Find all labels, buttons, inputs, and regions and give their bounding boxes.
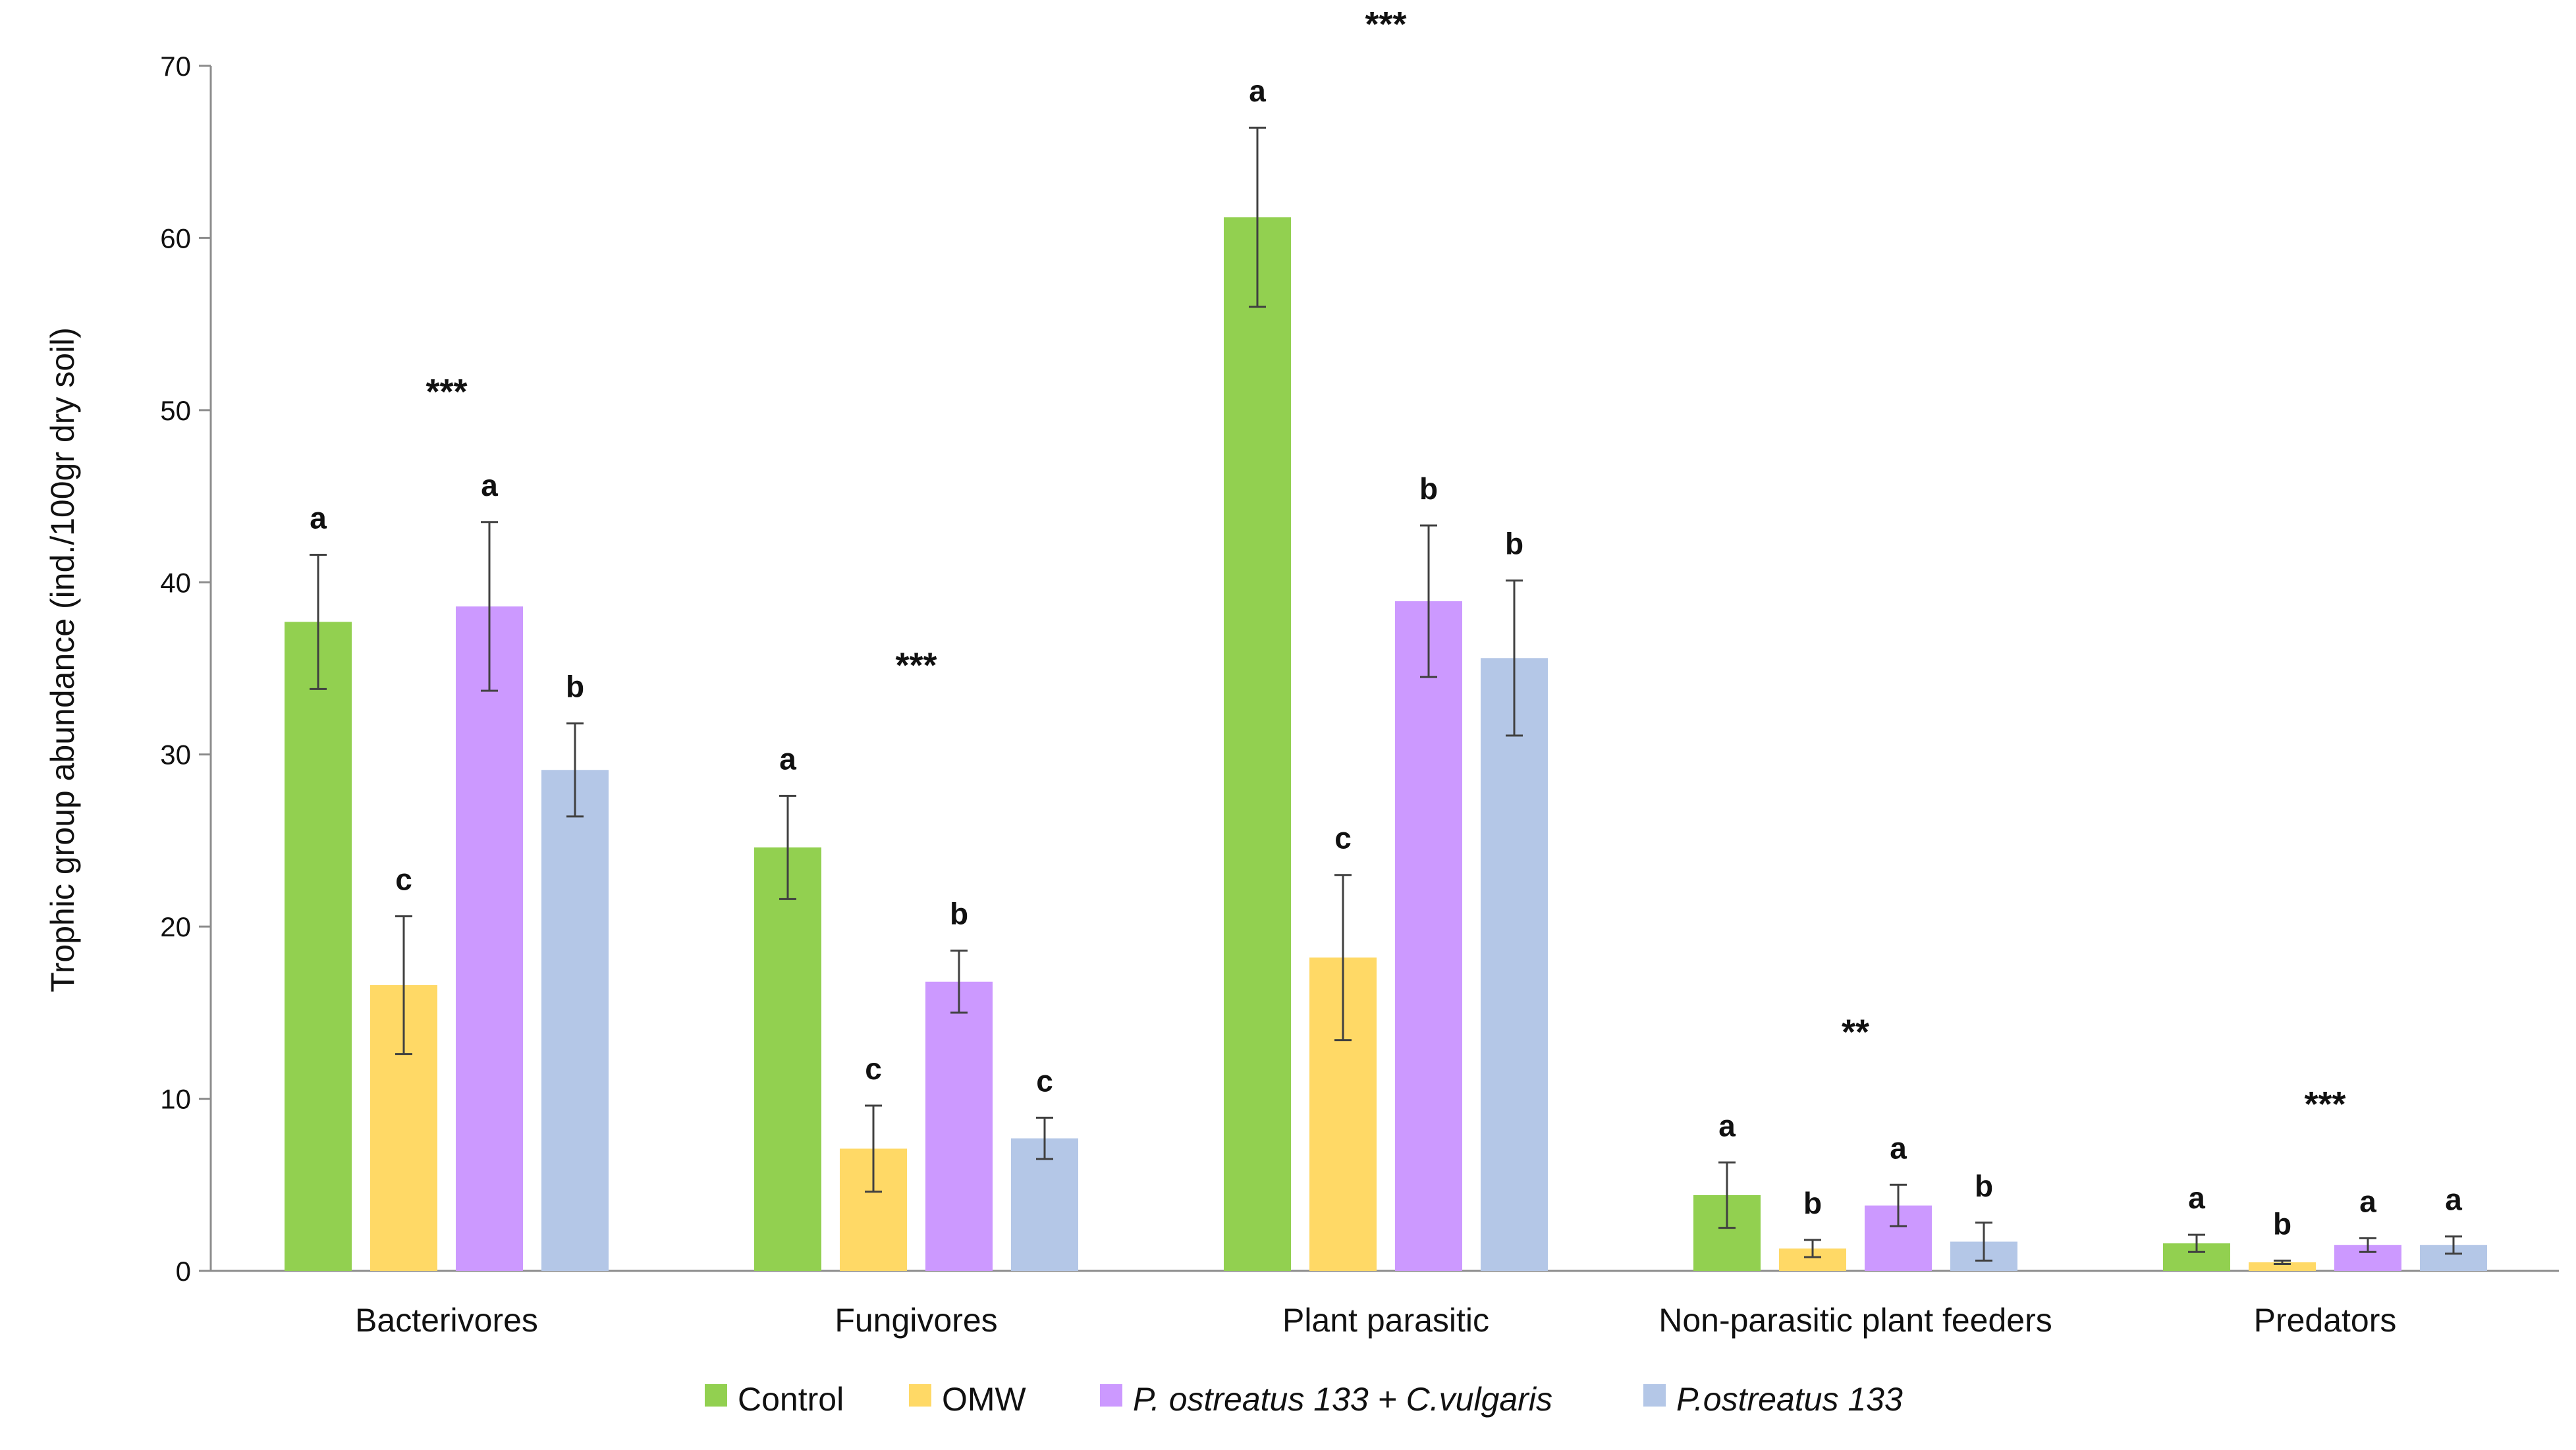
category-label-plant-parasitic: Plant parasitic: [1282, 1302, 1489, 1339]
letter-p-ostreatus-133-c-vulgaris-bacterivores: a: [481, 468, 498, 502]
error-bar-p-ostreatus-133-c-vulgaris-plant-parasitic: [1420, 524, 1437, 678]
letter-p-ostreatus-133-c-vulgaris-predators: a: [2359, 1184, 2376, 1218]
legend-swatch-p-ostreatus-133-c-vulgaris: [1100, 1384, 1122, 1407]
letter-p-ostreatus-133-c-vulgaris-fungivores: b: [950, 897, 968, 931]
letter-p-ostreatus-133-c-vulgaris-plant-parasitic: b: [1419, 471, 1438, 506]
error-bar-control-bacterivores: [310, 553, 327, 690]
category-label-bacterivores: Bacterivores: [355, 1302, 538, 1339]
y-tick-label: 40: [160, 567, 191, 598]
error-bar-p-ostreatus-133-bacterivores: [566, 722, 584, 818]
letter-p-ostreatus-133-c-vulgaris-non-parasitic-plant-feeders: a: [1890, 1131, 1907, 1165]
legend-swatch-p-ostreatus-133: [1643, 1384, 1666, 1407]
error-bar-control-plant-parasitic: [1249, 126, 1266, 308]
error-bar-omw-non-parasitic-plant-feeders: [1804, 1239, 1821, 1258]
letter-p-ostreatus-133-bacterivores: b: [566, 670, 584, 704]
letter-omw-non-parasitic-plant-feeders: b: [1803, 1186, 1822, 1220]
y-tick-label: 50: [160, 395, 191, 426]
category-label-predators: Predators: [2254, 1302, 2397, 1339]
letter-control-plant-parasitic: a: [1249, 74, 1266, 108]
error-bar-control-non-parasitic-plant-feeders: [1718, 1161, 1736, 1229]
letter-control-predators: a: [2188, 1181, 2205, 1215]
legend-label-control: Control: [738, 1381, 844, 1418]
error-bar-control-fungivores: [779, 794, 796, 900]
legend-item-omw: OMW: [909, 1381, 1027, 1418]
bar-control-plant-parasitic: [1224, 217, 1291, 1271]
legend-swatch-omw: [909, 1384, 931, 1407]
significance-plant-parasitic: ***: [1365, 5, 1406, 44]
y-tick-label: 0: [176, 1256, 191, 1287]
y-axis-title: Trophic group abundance (ind./100gr dry …: [44, 327, 81, 992]
letter-omw-bacterivores: c: [395, 862, 412, 896]
legend-item-p-ostreatus-133: P.ostreatus 133: [1643, 1381, 1903, 1418]
category-label-fungivores: Fungivores: [835, 1302, 997, 1339]
legend: Control OMW P. ostreatus 133 + C.vulgaris P…: [705, 1381, 1903, 1418]
bar-p-ostreatus-133-fungivores: [1011, 1138, 1078, 1271]
legend-label-p-ostreatus-133-c-vulgaris: P. ostreatus 133 + C.vulgaris: [1133, 1381, 1552, 1418]
error-bar-p-ostreatus-133-non-parasitic-plant-feeders: [1975, 1222, 1992, 1262]
significance-fungivores: ***: [895, 645, 937, 685]
y-tick-label: 10: [160, 1084, 191, 1115]
bar-p-ostreatus-133-c-vulgaris-bacterivores: [456, 606, 523, 1271]
legend-item-control: Control: [705, 1381, 844, 1418]
error-bar-p-ostreatus-133-plant-parasitic: [1506, 579, 1523, 737]
letter-p-ostreatus-133-fungivores: c: [1036, 1063, 1053, 1098]
error-bar-p-ostreatus-133-c-vulgaris-predators: [2359, 1237, 2376, 1253]
legend-label-omw: OMW: [942, 1381, 1027, 1418]
letter-p-ostreatus-133-plant-parasitic: b: [1505, 527, 1523, 561]
letter-omw-predators: b: [2273, 1206, 2291, 1241]
error-bar-p-ostreatus-133-fungivores: [1036, 1116, 1053, 1160]
error-bar-p-ostreatus-133-c-vulgaris-non-parasitic-plant-feeders: [1890, 1183, 1907, 1227]
legend-swatch-control: [705, 1384, 727, 1407]
bar-p-ostreatus-133-c-vulgaris-plant-parasitic: [1395, 601, 1462, 1271]
bar-control-bacterivores: [285, 622, 352, 1271]
letter-control-bacterivores: a: [310, 500, 327, 535]
y-ticks: 0 10 20 30 40 50 60 70: [160, 51, 211, 1287]
bar-p-ostreatus-133-plant-parasitic: [1481, 658, 1548, 1271]
error-bar-omw-predators: [2274, 1259, 2291, 1266]
error-bar-p-ostreatus-133-predators: [2445, 1235, 2462, 1255]
bar-omw-predators: [2249, 1262, 2316, 1271]
significance-predators: ***: [2304, 1085, 2345, 1124]
bar-p-ostreatus-133-c-vulgaris-fungivores: [925, 981, 993, 1271]
y-tick-label: 60: [160, 223, 191, 254]
significance-letters: a c a b a c b c a c b b a b a b a b a a: [310, 74, 2462, 1241]
bar-control-fungivores: [754, 847, 821, 1271]
error-bar-p-ostreatus-133-c-vulgaris-fungivores: [950, 950, 968, 1014]
error-bar-control-predators: [2188, 1233, 2205, 1253]
letter-omw-plant-parasitic: c: [1334, 821, 1352, 855]
letter-omw-fungivores: c: [865, 1052, 882, 1086]
error-bar-omw-bacterivores: [395, 915, 412, 1056]
letter-control-non-parasitic-plant-feeders: a: [1718, 1108, 1736, 1142]
legend-label-p-ostreatus-133: P.ostreatus 133: [1676, 1381, 1903, 1418]
y-tick-label: 70: [160, 51, 191, 82]
error-bar-omw-plant-parasitic: [1334, 874, 1352, 1042]
legend-item-p-ostreatus-133-c-vulgaris: P. ostreatus 133 + C.vulgaris: [1100, 1381, 1552, 1418]
letter-p-ostreatus-133-non-parasitic-plant-feeders: b: [1975, 1169, 1993, 1203]
category-labels: Bacterivores Fungivores Plant parasitic Non…: [355, 1302, 2396, 1339]
error-bar-omw-fungivores: [865, 1104, 882, 1193]
letter-control-fungivores: a: [779, 741, 796, 776]
error-bars: [310, 126, 2462, 1266]
bars: [285, 217, 2487, 1271]
significance-stars: **************: [425, 5, 2345, 1124]
y-tick-label: 20: [160, 911, 191, 942]
letter-p-ostreatus-133-predators: a: [2445, 1183, 2462, 1217]
bar-p-ostreatus-133-bacterivores: [541, 770, 609, 1271]
significance-bacterivores: ***: [425, 372, 467, 412]
error-bar-p-ostreatus-133-c-vulgaris-bacterivores: [481, 521, 498, 692]
category-label-non-parasitic-plant-feeders: Non-parasitic plant feeders: [1658, 1302, 2052, 1339]
significance-non-parasitic-plant-feeders: **: [1842, 1012, 1869, 1052]
y-tick-label: 30: [160, 739, 191, 770]
